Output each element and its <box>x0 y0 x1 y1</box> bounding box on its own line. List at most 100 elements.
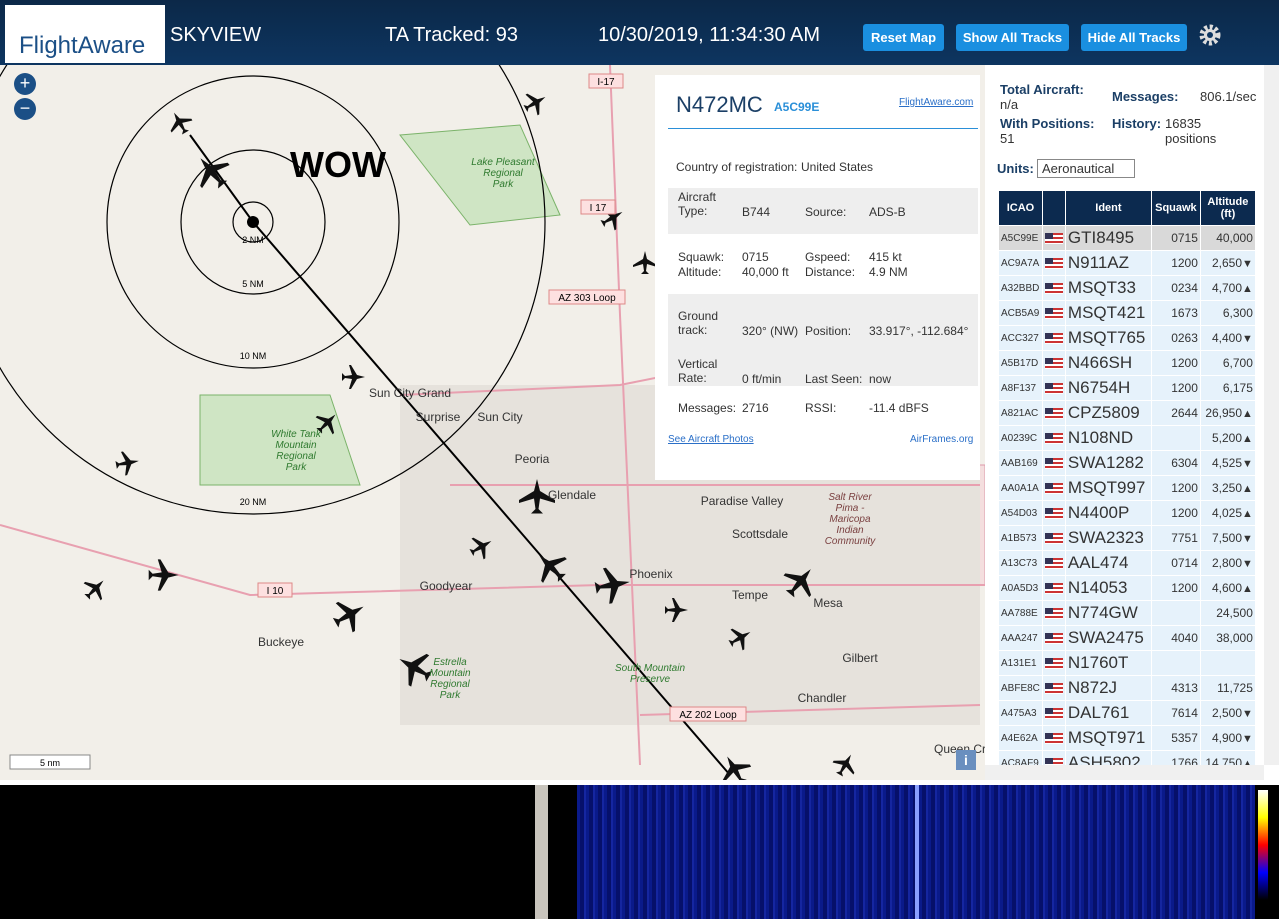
icao: A0239C <box>999 426 1042 450</box>
aircraft-icon[interactable] <box>342 365 365 389</box>
registration: N472MC <box>676 92 763 117</box>
place-label: White Tank <box>271 429 322 440</box>
altitude-value: 2,500 <box>1211 706 1243 720</box>
altitude: 6,700 <box>1200 351 1255 375</box>
field-label: Position: <box>805 324 852 338</box>
table-row[interactable]: A1B573 SWA2323 7751 7,500▼ <box>999 526 1255 550</box>
aircraft-icon[interactable] <box>187 147 237 197</box>
flag-canton <box>1044 407 1053 414</box>
scrollbar[interactable] <box>1264 65 1279 765</box>
icao: AAB169 <box>999 451 1042 475</box>
logo[interactable]: FlightAware <box>5 5 165 63</box>
place-label: Park <box>286 462 308 473</box>
flag-canton <box>1044 757 1053 764</box>
altitude-value: 6,175 <box>1222 381 1253 395</box>
table-row[interactable]: ACB5A9 MSQT421 1673 6,300 <box>999 301 1255 325</box>
positions-value: 51 <box>1000 131 1015 146</box>
aircraft-icon[interactable] <box>714 749 756 780</box>
field-label: Squawk: <box>678 250 725 264</box>
table-row[interactable]: A54D03 N4400P 1200 4,025▲ <box>999 501 1255 525</box>
aircraft-icon[interactable] <box>596 202 628 234</box>
table-row[interactable]: A821AC CPZ5809 2644 26,950▲ <box>999 401 1255 425</box>
aircraft-icon[interactable] <box>164 107 196 139</box>
aircraft-icon[interactable] <box>148 559 179 591</box>
table-row[interactable]: A0A5D3 N14053 1200 4,600▲ <box>999 576 1255 600</box>
road-label: I 17 <box>590 203 607 214</box>
table-row[interactable]: A475A3 DAL761 7614 2,500▼ <box>999 701 1255 725</box>
photos-link[interactable]: See Aircraft Photos <box>668 434 754 445</box>
table-row[interactable]: A4E62A MSQT971 5357 4,900▼ <box>999 726 1255 750</box>
table-row[interactable]: A5B17D N466SH 1200 6,700 <box>999 351 1255 375</box>
ident: GTI8495 <box>1065 226 1151 250</box>
table-row[interactable]: ACC327 MSQT765 0263 4,400▼ <box>999 326 1255 350</box>
flag <box>1042 501 1065 525</box>
aircraft-icon[interactable] <box>114 449 141 477</box>
flag <box>1042 451 1065 475</box>
aircraft-icon[interactable] <box>465 531 497 563</box>
aircraft-icon[interactable] <box>724 622 756 654</box>
aircraft-icon[interactable] <box>519 87 551 119</box>
table-row[interactable]: A5C99E GTI8495 0715 40,000 <box>999 226 1255 250</box>
flag-canton <box>1044 682 1053 689</box>
table-row[interactable]: AAB169 SWA1282 6304 4,525▼ <box>999 451 1255 475</box>
tracked-count: TA Tracked: 93 <box>385 24 519 46</box>
squawk: 5357 <box>1151 726 1200 750</box>
h-scrollbar[interactable] <box>985 765 1264 780</box>
table-row[interactable]: AA788E N774GW 24,500 <box>999 601 1255 625</box>
aircraft-icon[interactable] <box>311 406 344 439</box>
field-label: Source: <box>805 205 847 219</box>
field-value: 2716 <box>742 401 769 415</box>
flag-icon <box>1044 482 1063 494</box>
flag-canton <box>1044 707 1053 714</box>
altitude: 40,000 <box>1200 226 1255 250</box>
aircraft-icon[interactable] <box>79 572 112 605</box>
flag-canton <box>1044 332 1053 339</box>
fa-link[interactable]: FlightAware.com <box>899 97 974 108</box>
ring-label: 5 NM <box>242 279 264 289</box>
table-row[interactable]: A13C73 AAL474 0714 2,800▼ <box>999 551 1255 575</box>
hide-tracks-button[interactable]: Hide All Tracks <box>1081 24 1187 51</box>
field-value: now <box>869 372 892 386</box>
aircraft-icon[interactable] <box>633 251 657 274</box>
flag-icon <box>1044 582 1063 594</box>
zoom-in-button[interactable] <box>14 73 36 95</box>
aircraft-icon[interactable] <box>519 479 555 514</box>
table-row[interactable]: AC9A7A N911AZ 1200 2,650▼ <box>999 251 1255 275</box>
ident: SWA1282 <box>1065 451 1151 475</box>
ring-label: 2 NM <box>242 235 264 245</box>
aircraft-icon[interactable] <box>829 749 861 780</box>
reset-map-button[interactable]: Reset Map <box>863 24 944 51</box>
place-label: Preserve <box>630 674 670 685</box>
show-tracks-button[interactable]: Show All Tracks <box>956 24 1069 51</box>
table-row[interactable]: A32BBD MSQT33 0234 4,700▲ <box>999 276 1255 300</box>
settings-icon[interactable] <box>1198 23 1222 47</box>
airframes-link[interactable]: AirFrames.org <box>910 434 974 445</box>
table-row[interactable]: A8F137 N6754H 1200 6,175 <box>999 376 1255 400</box>
flag-canton <box>1044 457 1053 464</box>
aircraft-icon[interactable] <box>390 643 438 691</box>
table-row[interactable]: A131E1 N1760T <box>999 651 1255 675</box>
aircraft-icon[interactable] <box>327 592 372 637</box>
ident: DAL761 <box>1065 701 1151 725</box>
aircraft-icon[interactable] <box>593 564 633 605</box>
flag <box>1042 651 1065 675</box>
info-button[interactable] <box>956 750 976 770</box>
place-label: Sun City <box>477 410 522 424</box>
units-select[interactable]: Aeronautical <box>1037 159 1135 178</box>
table-row[interactable]: ABFE8C N872J 4313 11,725 <box>999 676 1255 700</box>
zoom-out-button[interactable] <box>14 98 36 120</box>
flag <box>1042 726 1065 750</box>
aircraft-icon[interactable] <box>777 558 823 604</box>
table-row[interactable]: AA0A1A MSQT997 1200 3,250▲ <box>999 476 1255 500</box>
road-shield <box>548 289 626 305</box>
altitude-value: 2,650 <box>1211 256 1243 270</box>
table-row[interactable]: AAA247 SWA2475 4040 38,000 <box>999 626 1255 650</box>
aircraft-icon[interactable] <box>527 543 574 590</box>
aircraft-icon[interactable] <box>665 598 688 622</box>
flag-icon <box>1044 332 1063 344</box>
place-label: Paradise Valley <box>701 494 784 508</box>
altitude: 6,300 <box>1200 301 1255 325</box>
flag-icon <box>1044 682 1063 694</box>
altitude: 3,250▲ <box>1200 476 1255 500</box>
table-row[interactable]: A0239C N108ND 5,200▲ <box>999 426 1255 450</box>
